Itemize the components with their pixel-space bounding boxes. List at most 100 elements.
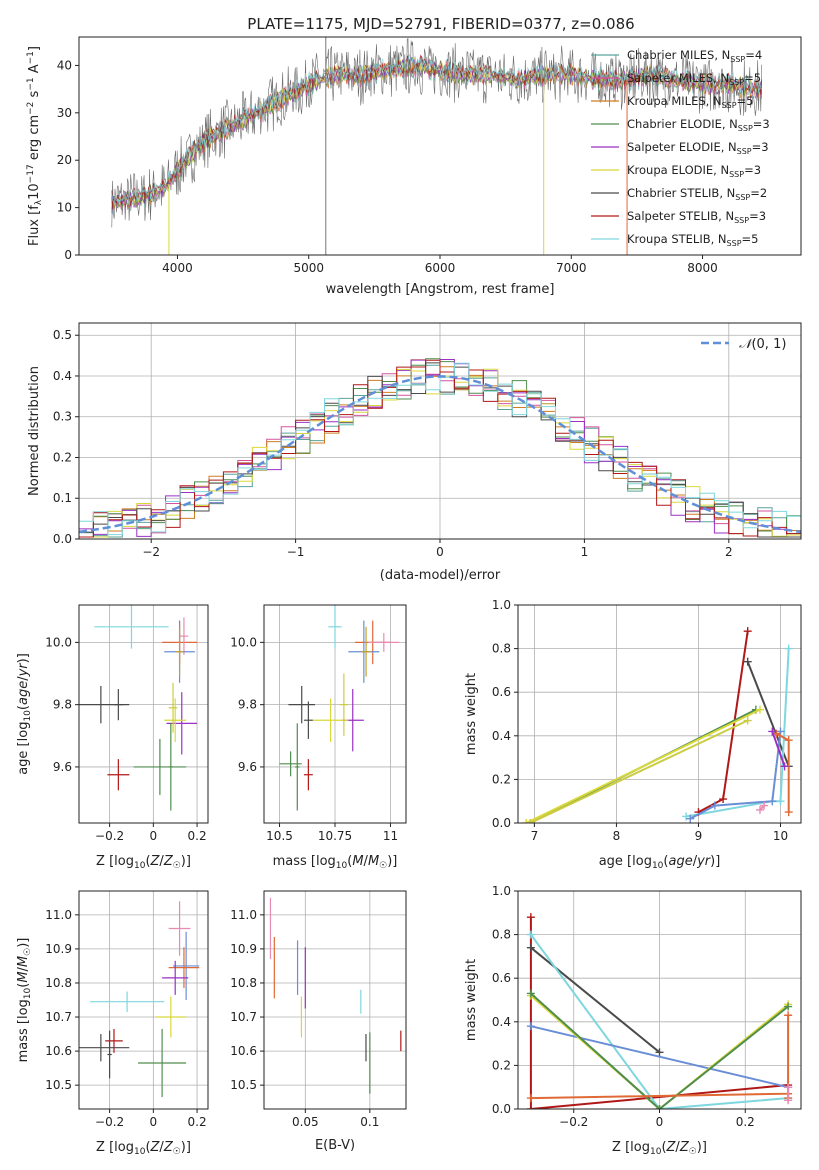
spectrum-lines <box>111 37 762 255</box>
data-point <box>168 901 191 956</box>
histogram-series <box>79 362 801 538</box>
weight-marker <box>768 797 777 806</box>
axes-frame <box>78 604 209 824</box>
weight-marker <box>776 727 785 736</box>
y-tick-label: 0.5 <box>53 328 72 342</box>
x-tick-label: 5000 <box>293 261 324 275</box>
weight-marker <box>784 736 793 745</box>
weight-series-line <box>771 731 786 767</box>
legend-label: Salpeter STELIB, NSSP=3 <box>627 209 766 225</box>
y-axis-label: mass [log10(M/M☉)] <box>16 938 33 1063</box>
data-point <box>155 996 187 1038</box>
y-tick-label: 10.5 <box>230 1078 257 1092</box>
errorbar-points <box>269 897 402 1094</box>
x-tick-label: 1 <box>581 545 589 559</box>
x-tick-label: 0 <box>150 1115 158 1129</box>
y-axis-label: mass weight <box>464 959 479 1041</box>
weight-series-line <box>529 917 789 1109</box>
y-tick-label: 9.8 <box>53 698 72 712</box>
y-tick-label: 9.6 <box>238 760 257 774</box>
data-point <box>303 759 313 791</box>
x-tick-label: 11 <box>383 829 398 843</box>
data-point <box>168 947 200 989</box>
y-tick-label: 0.4 <box>53 369 72 383</box>
data-point <box>328 605 342 649</box>
data-point <box>162 960 189 995</box>
data-point <box>368 633 400 652</box>
data-point <box>312 698 349 743</box>
weight-series-line <box>530 992 789 1109</box>
data-point <box>107 759 130 791</box>
x-tick-label: 10 <box>773 829 788 843</box>
x-tick-label: 9 <box>695 829 703 843</box>
data-point <box>138 1028 187 1098</box>
y-tick-label: 0.0 <box>492 816 511 830</box>
y-tick-label: 0.6 <box>492 685 511 699</box>
data-point <box>168 682 178 733</box>
weight-marker <box>743 657 752 666</box>
y-tick-label: 0.2 <box>492 772 511 786</box>
weight-marker <box>526 913 535 922</box>
weight-marker <box>655 1105 664 1109</box>
weight-marker <box>784 1002 793 1011</box>
x-tick-label: 4000 <box>162 261 193 275</box>
y-tick-label: 0.0 <box>53 532 72 546</box>
data-point <box>94 605 169 649</box>
legend-label: Salpeter MILES, NSSP=5 <box>627 71 761 87</box>
y-tick-label: 30 <box>57 106 72 120</box>
y-tick-label: 20 <box>57 153 72 167</box>
age-weight-panel: 7 8 9 10 0.0 0.2 0.4 0.6 0.8 1.0 age [log10(age/yr… <box>464 598 802 871</box>
y-tick-label: 10.5 <box>45 1078 72 1092</box>
axes-frame <box>78 36 802 256</box>
data-point <box>133 738 187 795</box>
x-tick-label: 0.1 <box>360 1115 379 1129</box>
weight-marker <box>526 943 535 952</box>
x-axis-label: Z [log10(Z/Z☉)] <box>612 1140 707 1157</box>
weight-marker <box>743 627 752 636</box>
x-tick-label: 0.2 <box>188 829 207 843</box>
y-tick-label: 0 <box>64 248 72 262</box>
y-tick-label: 1.0 <box>492 884 511 898</box>
y-axis-label: age [log10(age/yr)] <box>16 653 33 775</box>
weight-series-line <box>530 1015 790 1100</box>
y-axis-label: mass weight <box>464 673 479 755</box>
y-tick-label: 10 <box>57 201 72 215</box>
weight-marker <box>776 797 785 806</box>
legend-label: Chabrier MILES, NSSP=4 <box>627 48 762 64</box>
weight-series-line <box>530 1025 789 1089</box>
spectrum-model-line <box>111 53 762 206</box>
weight-series-line <box>525 708 761 823</box>
weight-marker <box>526 1022 535 1031</box>
y-tick-label: 0.6 <box>492 971 511 985</box>
weight-marker <box>526 989 535 998</box>
weight-marker <box>686 814 695 823</box>
x-axis-label: E(B-V) <box>315 1138 355 1153</box>
x-tick-label: 0.2 <box>736 1115 755 1129</box>
y-tick-label: 0.8 <box>492 642 511 656</box>
data-point <box>173 931 200 1000</box>
x-axis-label: Z [log10(Z/Z☉)] <box>96 1140 191 1157</box>
x-axis-label: Z [log10(Z/Z☉)] <box>96 854 191 871</box>
figure-title: PLATE=1175, MJD=52791, FIBERID=0377, z=0… <box>247 15 634 33</box>
y-tick-label: 10.9 <box>45 942 72 956</box>
axes-frame <box>517 890 802 1110</box>
y-tick-label: 0.0 <box>492 1102 511 1116</box>
weight-marker <box>655 1048 664 1057</box>
x-axis-label: (data-model)/error <box>380 568 501 583</box>
weight-marker <box>760 801 769 810</box>
y-axis-label: Normed distribution <box>27 366 42 496</box>
weight-series-line <box>689 731 782 820</box>
data-point <box>288 685 316 724</box>
data-point <box>107 1030 112 1079</box>
x-tick-label: 8000 <box>687 261 718 275</box>
data-point <box>279 751 302 777</box>
axes-frame <box>517 604 802 824</box>
y-tick-label: 0.4 <box>492 1015 511 1029</box>
y-tick-label: 10.9 <box>230 942 257 956</box>
x-tick-label: −2 <box>142 545 160 559</box>
legend-label: Salpeter ELODIE, NSSP=3 <box>627 140 769 156</box>
y-tick-label: 9.6 <box>53 760 72 774</box>
y-tick-label: 10.6 <box>230 1044 257 1058</box>
weight-marker <box>755 705 764 714</box>
